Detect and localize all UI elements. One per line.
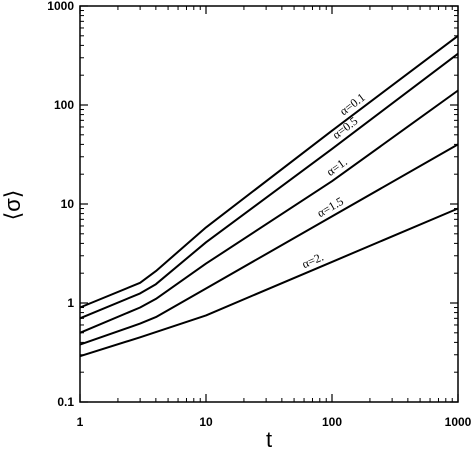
minor-ticks [80,6,458,402]
plot-frame [79,5,459,403]
major-ticks [79,5,459,403]
series-label: α=1.5 [315,194,346,220]
series-line [79,207,459,358]
y-tick-label: 1 [67,296,74,310]
x-tick-label: 1000 [445,415,472,429]
y-tick-labels: 0.1 1 10 100 1000 [47,0,74,409]
series-line [79,143,459,346]
series-label: α=0.5 [330,114,361,142]
y-tick-label: 10 [61,197,75,211]
y-tick-label: 1000 [47,0,74,13]
series-label: α=2. [300,250,326,272]
series-label: α=1. [324,155,350,179]
y-tick-label: 0.1 [57,395,74,409]
series-line [79,35,459,309]
y-tick-label: 100 [54,98,74,112]
y-axis-title: ⟨σ⟩ [0,190,25,221]
x-tick-label: 10 [199,415,213,429]
x-axis-title: t [266,427,272,452]
series-lines [79,35,459,358]
x-tick-label: 1 [77,415,84,429]
series-line [79,52,459,320]
series-label: α=0.1 [337,90,368,118]
series-line [79,89,459,334]
x-tick-labels: 1 10 100 1000 [77,415,472,429]
x-tick-label: 100 [322,415,342,429]
